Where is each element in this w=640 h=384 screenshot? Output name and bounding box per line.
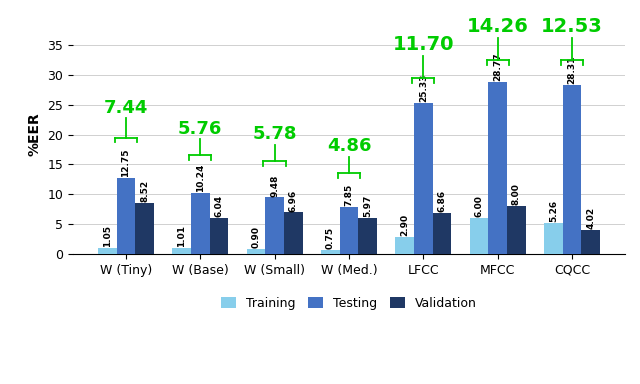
Text: 5.78: 5.78 bbox=[252, 126, 297, 144]
Bar bbox=[507, 206, 525, 254]
Bar bbox=[358, 218, 377, 254]
Bar bbox=[284, 212, 303, 254]
Bar bbox=[209, 218, 228, 254]
Text: 6.86: 6.86 bbox=[437, 190, 447, 212]
Text: 7.44: 7.44 bbox=[104, 99, 148, 117]
Text: 6.04: 6.04 bbox=[214, 195, 223, 217]
Text: 5.76: 5.76 bbox=[178, 119, 223, 137]
Bar bbox=[266, 197, 284, 254]
Bar bbox=[340, 207, 358, 254]
Bar bbox=[98, 248, 116, 254]
Text: 28.31: 28.31 bbox=[568, 56, 577, 84]
Text: 9.48: 9.48 bbox=[270, 174, 279, 197]
Text: 10.24: 10.24 bbox=[196, 164, 205, 192]
Text: 4.86: 4.86 bbox=[327, 137, 371, 156]
Text: 0.90: 0.90 bbox=[252, 226, 260, 248]
Text: 25.33: 25.33 bbox=[419, 73, 428, 102]
Text: 6.00: 6.00 bbox=[475, 195, 484, 217]
Text: 0.75: 0.75 bbox=[326, 227, 335, 249]
Text: 5.97: 5.97 bbox=[363, 195, 372, 217]
Text: 5.26: 5.26 bbox=[549, 200, 558, 222]
Bar bbox=[414, 103, 433, 254]
Text: 1.01: 1.01 bbox=[177, 225, 186, 247]
Bar bbox=[396, 237, 414, 254]
Bar bbox=[581, 230, 600, 254]
Bar bbox=[563, 85, 581, 254]
Text: 8.52: 8.52 bbox=[140, 180, 149, 202]
Bar bbox=[321, 250, 340, 254]
Bar bbox=[116, 178, 135, 254]
Text: 4.02: 4.02 bbox=[586, 207, 595, 229]
Bar bbox=[470, 218, 488, 254]
Text: 6.96: 6.96 bbox=[289, 189, 298, 212]
Text: 12.53: 12.53 bbox=[541, 17, 603, 36]
Text: 7.85: 7.85 bbox=[344, 184, 353, 206]
Text: 1.05: 1.05 bbox=[103, 225, 112, 247]
Bar bbox=[172, 248, 191, 254]
Bar bbox=[433, 213, 451, 254]
Text: 28.77: 28.77 bbox=[493, 53, 502, 81]
Text: 14.26: 14.26 bbox=[467, 17, 529, 36]
Text: 11.70: 11.70 bbox=[392, 35, 454, 54]
Text: 12.75: 12.75 bbox=[122, 149, 131, 177]
Text: 2.90: 2.90 bbox=[400, 214, 409, 236]
Bar bbox=[488, 82, 507, 254]
Bar bbox=[544, 223, 563, 254]
Legend: Training, Testing, Validation: Training, Testing, Validation bbox=[216, 292, 482, 315]
Y-axis label: %EER: %EER bbox=[28, 113, 42, 156]
Bar bbox=[135, 203, 154, 254]
Bar bbox=[191, 193, 209, 254]
Bar bbox=[247, 249, 266, 254]
Text: 8.00: 8.00 bbox=[512, 184, 521, 205]
